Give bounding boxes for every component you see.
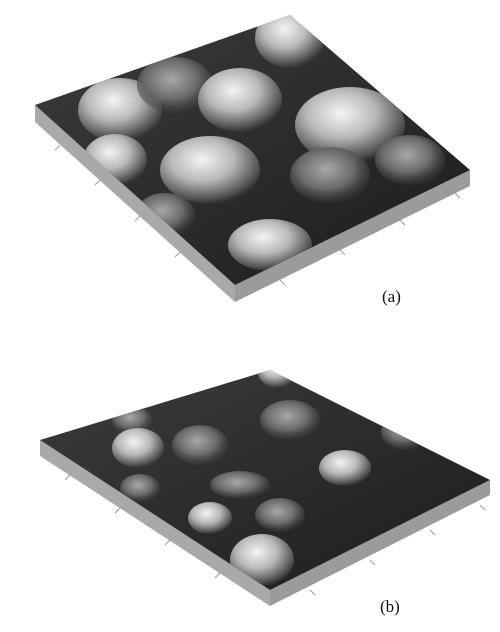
grains	[112, 370, 429, 586]
side-face	[235, 170, 470, 302]
side-face	[40, 440, 270, 606]
tick-marks	[54, 144, 461, 286]
grains	[78, 15, 445, 271]
surface-plot-a: (a)	[35, 15, 470, 306]
surface-plot-b: (b)	[40, 370, 490, 616]
side-face	[270, 480, 490, 606]
panel-label: (b)	[380, 597, 400, 616]
tick-marks	[64, 474, 486, 596]
panel-label: (a)	[382, 287, 401, 306]
side-face	[35, 105, 235, 302]
